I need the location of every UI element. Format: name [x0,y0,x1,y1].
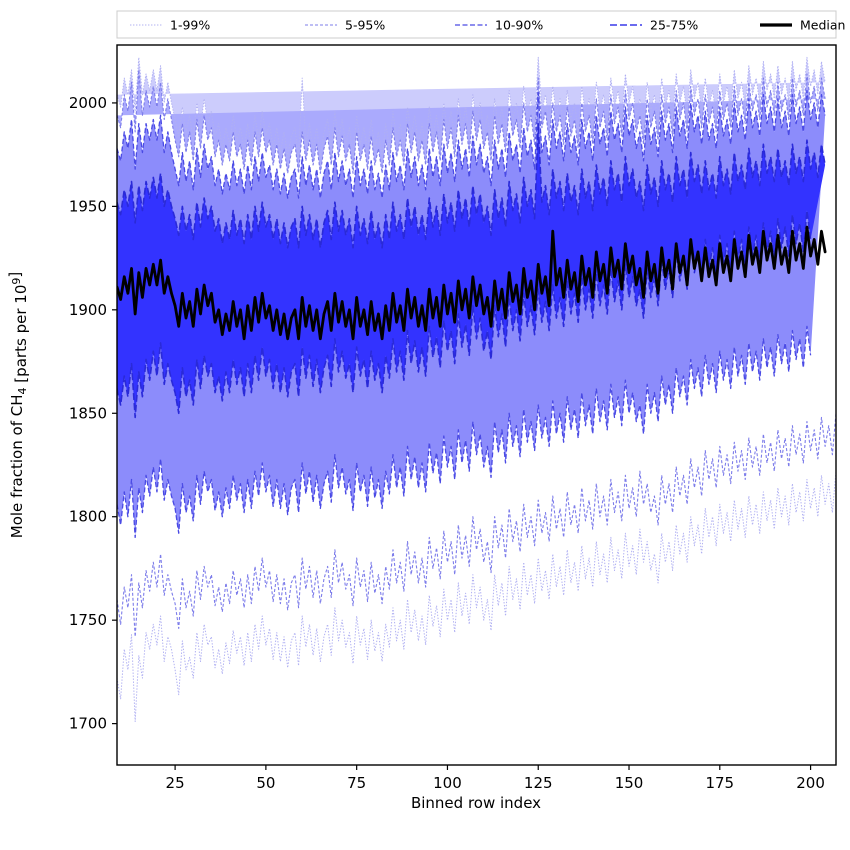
axes-frame [116,44,837,766]
y-tick-label: 1800 [69,508,107,526]
legend-item[interactable]: 1-99% [130,18,210,33]
legend-label: Median [800,18,845,33]
legend-label: 1-99% [170,18,210,33]
legend-item[interactable]: 25-75% [610,18,698,33]
legend-item[interactable]: Median [760,18,845,33]
x-tick-label: 175 [705,774,734,792]
y-tick-label: 1950 [69,197,107,215]
x-axis-ticks: 25 50 75 100 125 150 175 200 [166,765,825,792]
y-tick-label: 1700 [69,715,107,733]
x-tick-label: 75 [347,774,366,792]
x-tick-label: 200 [796,774,825,792]
y-tick-label: 1900 [69,301,107,319]
legend-label: 25-75% [650,18,698,33]
x-tick-label: 125 [524,774,553,792]
legend-item[interactable]: 5-95% [305,18,385,33]
x-axis-label: Binned row index [411,794,541,812]
legend-items: 1-99% 5-95% 10-90% 25-75% Median [130,18,845,33]
y-axis-ticks: 1700 1750 1800 1850 1900 1950 2000 [69,94,117,733]
x-tick-label: 100 [433,774,462,792]
legend-item[interactable]: 10-90% [455,18,543,33]
legend-label: 10-90% [495,18,543,33]
x-tick-label: 150 [615,774,644,792]
percentile-bands [117,57,826,538]
median-line [117,225,827,341]
y-tick-label: 1750 [69,611,107,629]
x-tick-label: 25 [166,774,185,792]
x-tick-label: 50 [256,774,275,792]
y-axis-label: Mole fraction of CH4 [parts per 109] [6,272,30,539]
legend-box [116,10,837,39]
y-tick-label: 2000 [69,94,107,112]
legend-label: 5-95% [345,18,385,33]
y-tick-label: 1850 [69,404,107,422]
